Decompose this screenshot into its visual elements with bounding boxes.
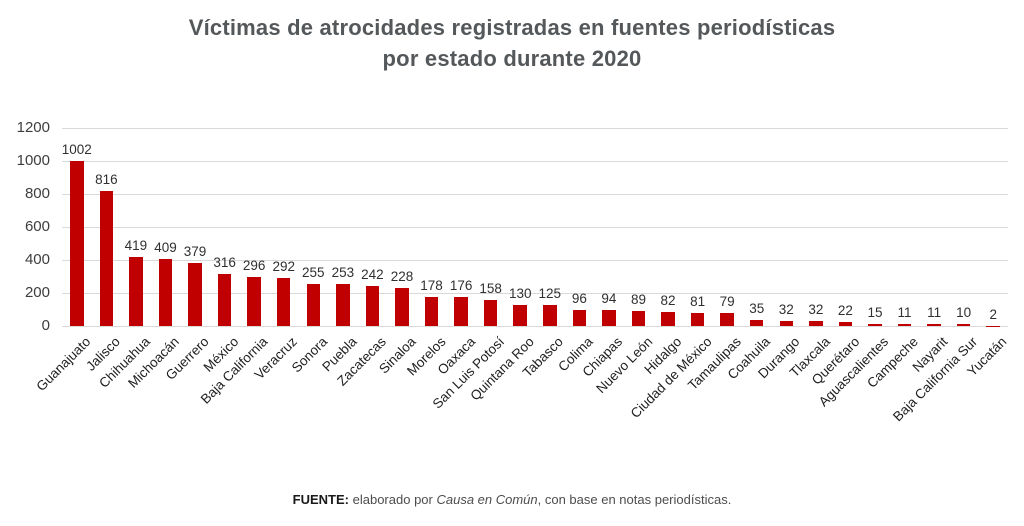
bar-value-label: 130: [508, 285, 532, 301]
gridline: [62, 260, 1008, 261]
bar-value-label: 176: [449, 277, 473, 293]
bar-value-label: 158: [479, 280, 502, 296]
bar-value-label: 296: [242, 258, 266, 274]
bar: [247, 277, 261, 326]
bar-value-label: 816: [95, 172, 118, 188]
bar-value-label: 253: [331, 265, 355, 281]
bar: [720, 312, 734, 326]
bar: [99, 191, 114, 326]
bar: [779, 320, 794, 326]
bar-value-label: 10: [956, 305, 972, 321]
source-note: FUENTE: elaborado por Causa en Común, co…: [0, 492, 1024, 507]
bar-value-label: 22: [837, 303, 853, 319]
bar-value-label: 125: [538, 286, 562, 302]
bar-value-label: 35: [749, 301, 765, 317]
bar-value-label: 32: [778, 301, 794, 317]
y-tick-label: 600: [24, 218, 50, 235]
gridline: [62, 293, 1008, 294]
bar: [70, 160, 84, 326]
bar: [661, 312, 675, 326]
bar-value-label: 32: [808, 301, 824, 317]
bar: [897, 324, 912, 326]
bar-value-label: 89: [630, 292, 646, 308]
chart-title-line1: Víctimas de atrocidades registradas en f…: [188, 15, 836, 40]
bar: [188, 263, 202, 326]
y-tick-label: 1200: [16, 119, 50, 136]
bar-value-label: 228: [390, 269, 414, 285]
bar: [690, 312, 705, 326]
bar-value-label: 409: [154, 239, 177, 255]
bar-value-label: 316: [213, 254, 236, 270]
y-tick-label: 400: [24, 251, 50, 268]
bar: [631, 311, 646, 326]
bar: [513, 304, 527, 326]
chart-title: Víctimas de atrocidades registradas en f…: [0, 12, 1024, 74]
y-tick-label: 1000: [16, 152, 50, 169]
bar: [158, 258, 173, 326]
bar-value-label: 379: [183, 244, 207, 260]
gridline: [62, 194, 1008, 195]
bar: [276, 277, 291, 326]
bar-value-label: 242: [361, 267, 384, 283]
bar: [956, 324, 971, 326]
source-note-middle: elaborado por: [349, 492, 437, 507]
bar-value-label: 2: [989, 306, 997, 322]
bar-value-label: 11: [927, 305, 942, 321]
bar: [395, 288, 409, 326]
source-note-suffix: , con base en notas periodísticas.: [537, 492, 732, 507]
bar: [129, 256, 143, 326]
bar: [543, 305, 557, 326]
bar: [217, 273, 232, 326]
gridline: [62, 128, 1008, 129]
y-tick-label: 0: [41, 317, 50, 334]
bar-value-label: 81: [690, 293, 706, 309]
gridline: [62, 227, 1008, 228]
bar-value-label: 292: [272, 258, 295, 274]
gridline: [62, 326, 1008, 327]
source-note-label: FUENTE:: [292, 492, 350, 507]
bar: [365, 286, 380, 326]
bar-value-label: 94: [601, 291, 617, 307]
bar: [454, 296, 468, 326]
bar-value-label: 11: [897, 305, 912, 321]
bar-value-label: 15: [867, 304, 883, 320]
bar: [424, 296, 439, 326]
bar-value-label: 79: [719, 293, 735, 309]
bar: [483, 299, 498, 326]
bar-value-label: 96: [571, 291, 587, 307]
bar-value-label: 178: [420, 277, 443, 293]
bar-value-label: 419: [124, 237, 148, 253]
bar: [838, 322, 853, 326]
source-note-source: Causa en Común: [436, 492, 538, 507]
bar: [336, 284, 350, 326]
bar: [572, 310, 587, 326]
chart-title-line2: por estado durante 2020: [382, 46, 642, 71]
bar: [306, 283, 321, 326]
bar: [749, 320, 764, 326]
bar-value-label: 1002: [61, 141, 92, 157]
bar: [602, 310, 616, 326]
gridline: [62, 161, 1008, 162]
bar: [868, 323, 882, 326]
y-tick-label: 200: [24, 284, 50, 301]
bar-value-label: 255: [302, 264, 325, 280]
bar-value-label: 82: [660, 293, 676, 309]
bar: [809, 320, 823, 326]
bar: [927, 324, 941, 326]
y-tick-label: 800: [24, 185, 50, 202]
